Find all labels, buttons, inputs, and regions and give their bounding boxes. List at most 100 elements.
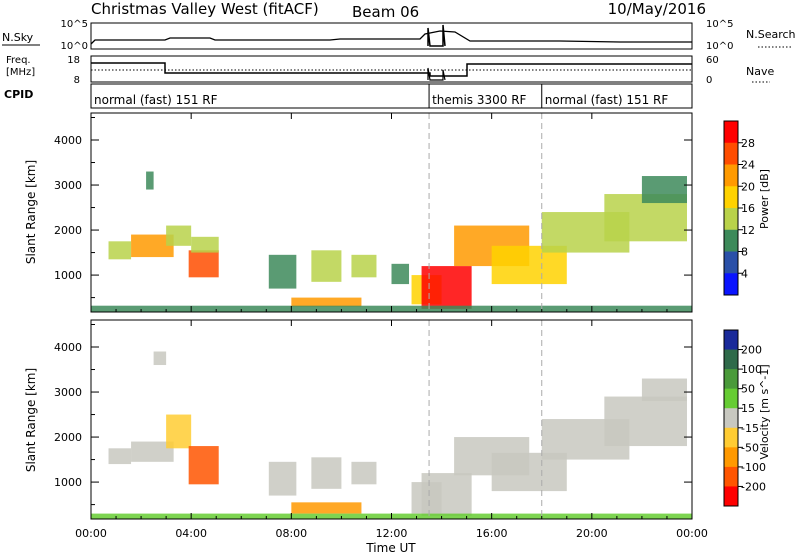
power-colorbar-color-swatch [724,229,738,252]
power-ylabel: Slant Range [km] [24,160,38,264]
cpid-segment-label: normal (fast) 151 RF [94,93,218,107]
power-y-tick-label: 3000 [54,179,82,192]
power-patch [131,234,174,258]
power-patch [311,250,342,282]
velocity-patch [351,461,377,485]
x-tick-label: 16:00 [476,527,508,540]
velocity-patch [291,502,362,514]
x-tick-label: 08:00 [275,527,307,540]
nsky-top-tick: 10^5 [61,19,88,30]
velocity-colorbar-frame [723,329,739,507]
nave-label: Nave [746,65,774,78]
velocity-colorbar-tick-label: -15 [741,422,759,435]
velocity-colorbar-color-swatch [724,427,738,448]
velocity-ylabel: Slant Range [km] [24,368,38,472]
x-tick-label: 12:00 [376,527,408,540]
velocity-patch [641,378,687,402]
power-colorbar-color-swatch [724,251,738,274]
power-patch [421,266,472,309]
beam-label: Beam 06 [352,3,419,21]
cpid-panel: CPID normal (fast) 151 RF themis 3300 RF n… [4,83,693,109]
freq-bottom-tick: 8 [74,75,80,86]
power-patch [291,297,362,307]
x-tick-label: 00:00 [75,527,107,540]
velocity-colorbar-tick-label: 100 [741,363,762,376]
velocity-colorbar-color-swatch [724,486,738,507]
noise-panel: N.Sky 10^5 10^0 10^5 10^0 N.Search [2,19,796,52]
power-colorbar-label: Power [dB] [758,169,771,229]
velocity-colorbar-color-swatch [724,369,738,390]
power-colorbar-color-swatch [724,208,738,231]
velocity-colorbar-tick-label: -50 [741,441,759,454]
velocity-colorbar-color-swatch [724,466,738,487]
nsky-bottom-tick: 10^0 [61,41,88,52]
nsky-spikes [427,24,446,47]
velocity-panel: 1000 2000 3000 4000 Slant Range [km] [24,319,693,520]
power-colorbar-tick-label: 24 [741,159,755,172]
velocity-colorbar-color-swatch [724,388,738,409]
power-patch [268,254,297,289]
velocity-colorbar-color-swatch [724,349,738,370]
nave-bottom-tick: 0 [706,75,712,86]
velocity-colorbar-color-swatch [724,330,738,351]
cpid-segment-label: themis 3300 RF [432,93,526,107]
nsearch-bottom-tick: 10^0 [706,41,733,52]
velocity-colorbar-tick-label: 50 [741,383,755,396]
velocity-colorbar-tick-label: 200 [741,344,762,357]
velocity-patch [166,414,192,449]
freq-label-1: Freq. [6,55,31,66]
power-patch [641,176,687,204]
nsky-label: N.Sky [2,31,34,44]
velocity-colorbar: 200 100 50 15 -15 -50 -100 -200 [723,329,766,507]
freq-trace [91,62,692,77]
cpid-segment-label: normal (fast) 151 RF [545,93,669,107]
nsearch-top-tick: 10^5 [706,19,733,30]
velocity-patch [108,448,132,465]
velocity-colorbar-tick-label: -200 [741,480,766,493]
velocity-colorbar-label: Velocity [m s^-1] [758,364,771,459]
nsearch-label: N.Search [746,28,796,41]
power-colorbar-tick-label: 4 [741,267,748,280]
time-axis: 00:00 04:00 08:00 12:00 16:00 20:00 00:00 [75,113,708,540]
station-title: Christmas Valley West (fitACF) [91,0,319,18]
velocity-patch [153,351,167,366]
nave-spikes [427,67,446,81]
velocity-colorbar-color-swatch [724,408,738,429]
power-y-tick-label: 1000 [54,269,82,282]
power-y-tick-label: 4000 [54,134,82,147]
x-axis-label: Time UT [365,541,416,554]
power-colorbar: 28 24 20 16 12 8 4 [723,120,755,296]
date-label: 10/May/2016 [608,0,706,18]
velocity-patch [311,457,342,489]
power-colorbar-color-swatch [724,142,738,165]
power-colorbar-tick-label: 8 [741,246,748,259]
nave-top-tick: 60 [706,55,719,66]
x-tick-label: 00:00 [676,527,708,540]
power-colorbar-color-swatch [724,273,738,296]
power-colorbar-color-swatch [724,186,738,209]
power-colorbar-color-swatch [724,164,738,187]
power-colorbar-color-swatch [724,121,738,144]
velocity-patch [188,446,219,485]
velocity-patch [268,461,297,496]
power-patch [108,241,132,260]
power-patch [191,236,219,253]
freq-top-tick: 18 [67,55,80,66]
velocity-patch [131,441,174,462]
power-colorbar-tick-label: 12 [741,224,755,237]
velocity-y-tick-label: 3000 [54,386,82,399]
power-colorbar-tick-label: 20 [741,180,755,193]
velocity-y-tick-label: 4000 [54,341,82,354]
velocity-colorbar-tick-label: 15 [741,402,755,415]
power-patch [166,225,192,246]
power-y-tick-label: 2000 [54,224,82,237]
x-tick-label: 20:00 [576,527,608,540]
power-colorbar-tick-label: 28 [741,137,755,150]
freq-panel: Freq. [MHz] 18 8 60 0 Nave [6,55,774,86]
cpid-label: CPID [4,88,33,101]
power-colorbar-tick-label: 16 [741,202,755,215]
power-panel: 1000 2000 3000 4000 Slant Range [km] [24,112,693,313]
x-tick-label: 04:00 [175,527,207,540]
power-patch [391,263,410,285]
